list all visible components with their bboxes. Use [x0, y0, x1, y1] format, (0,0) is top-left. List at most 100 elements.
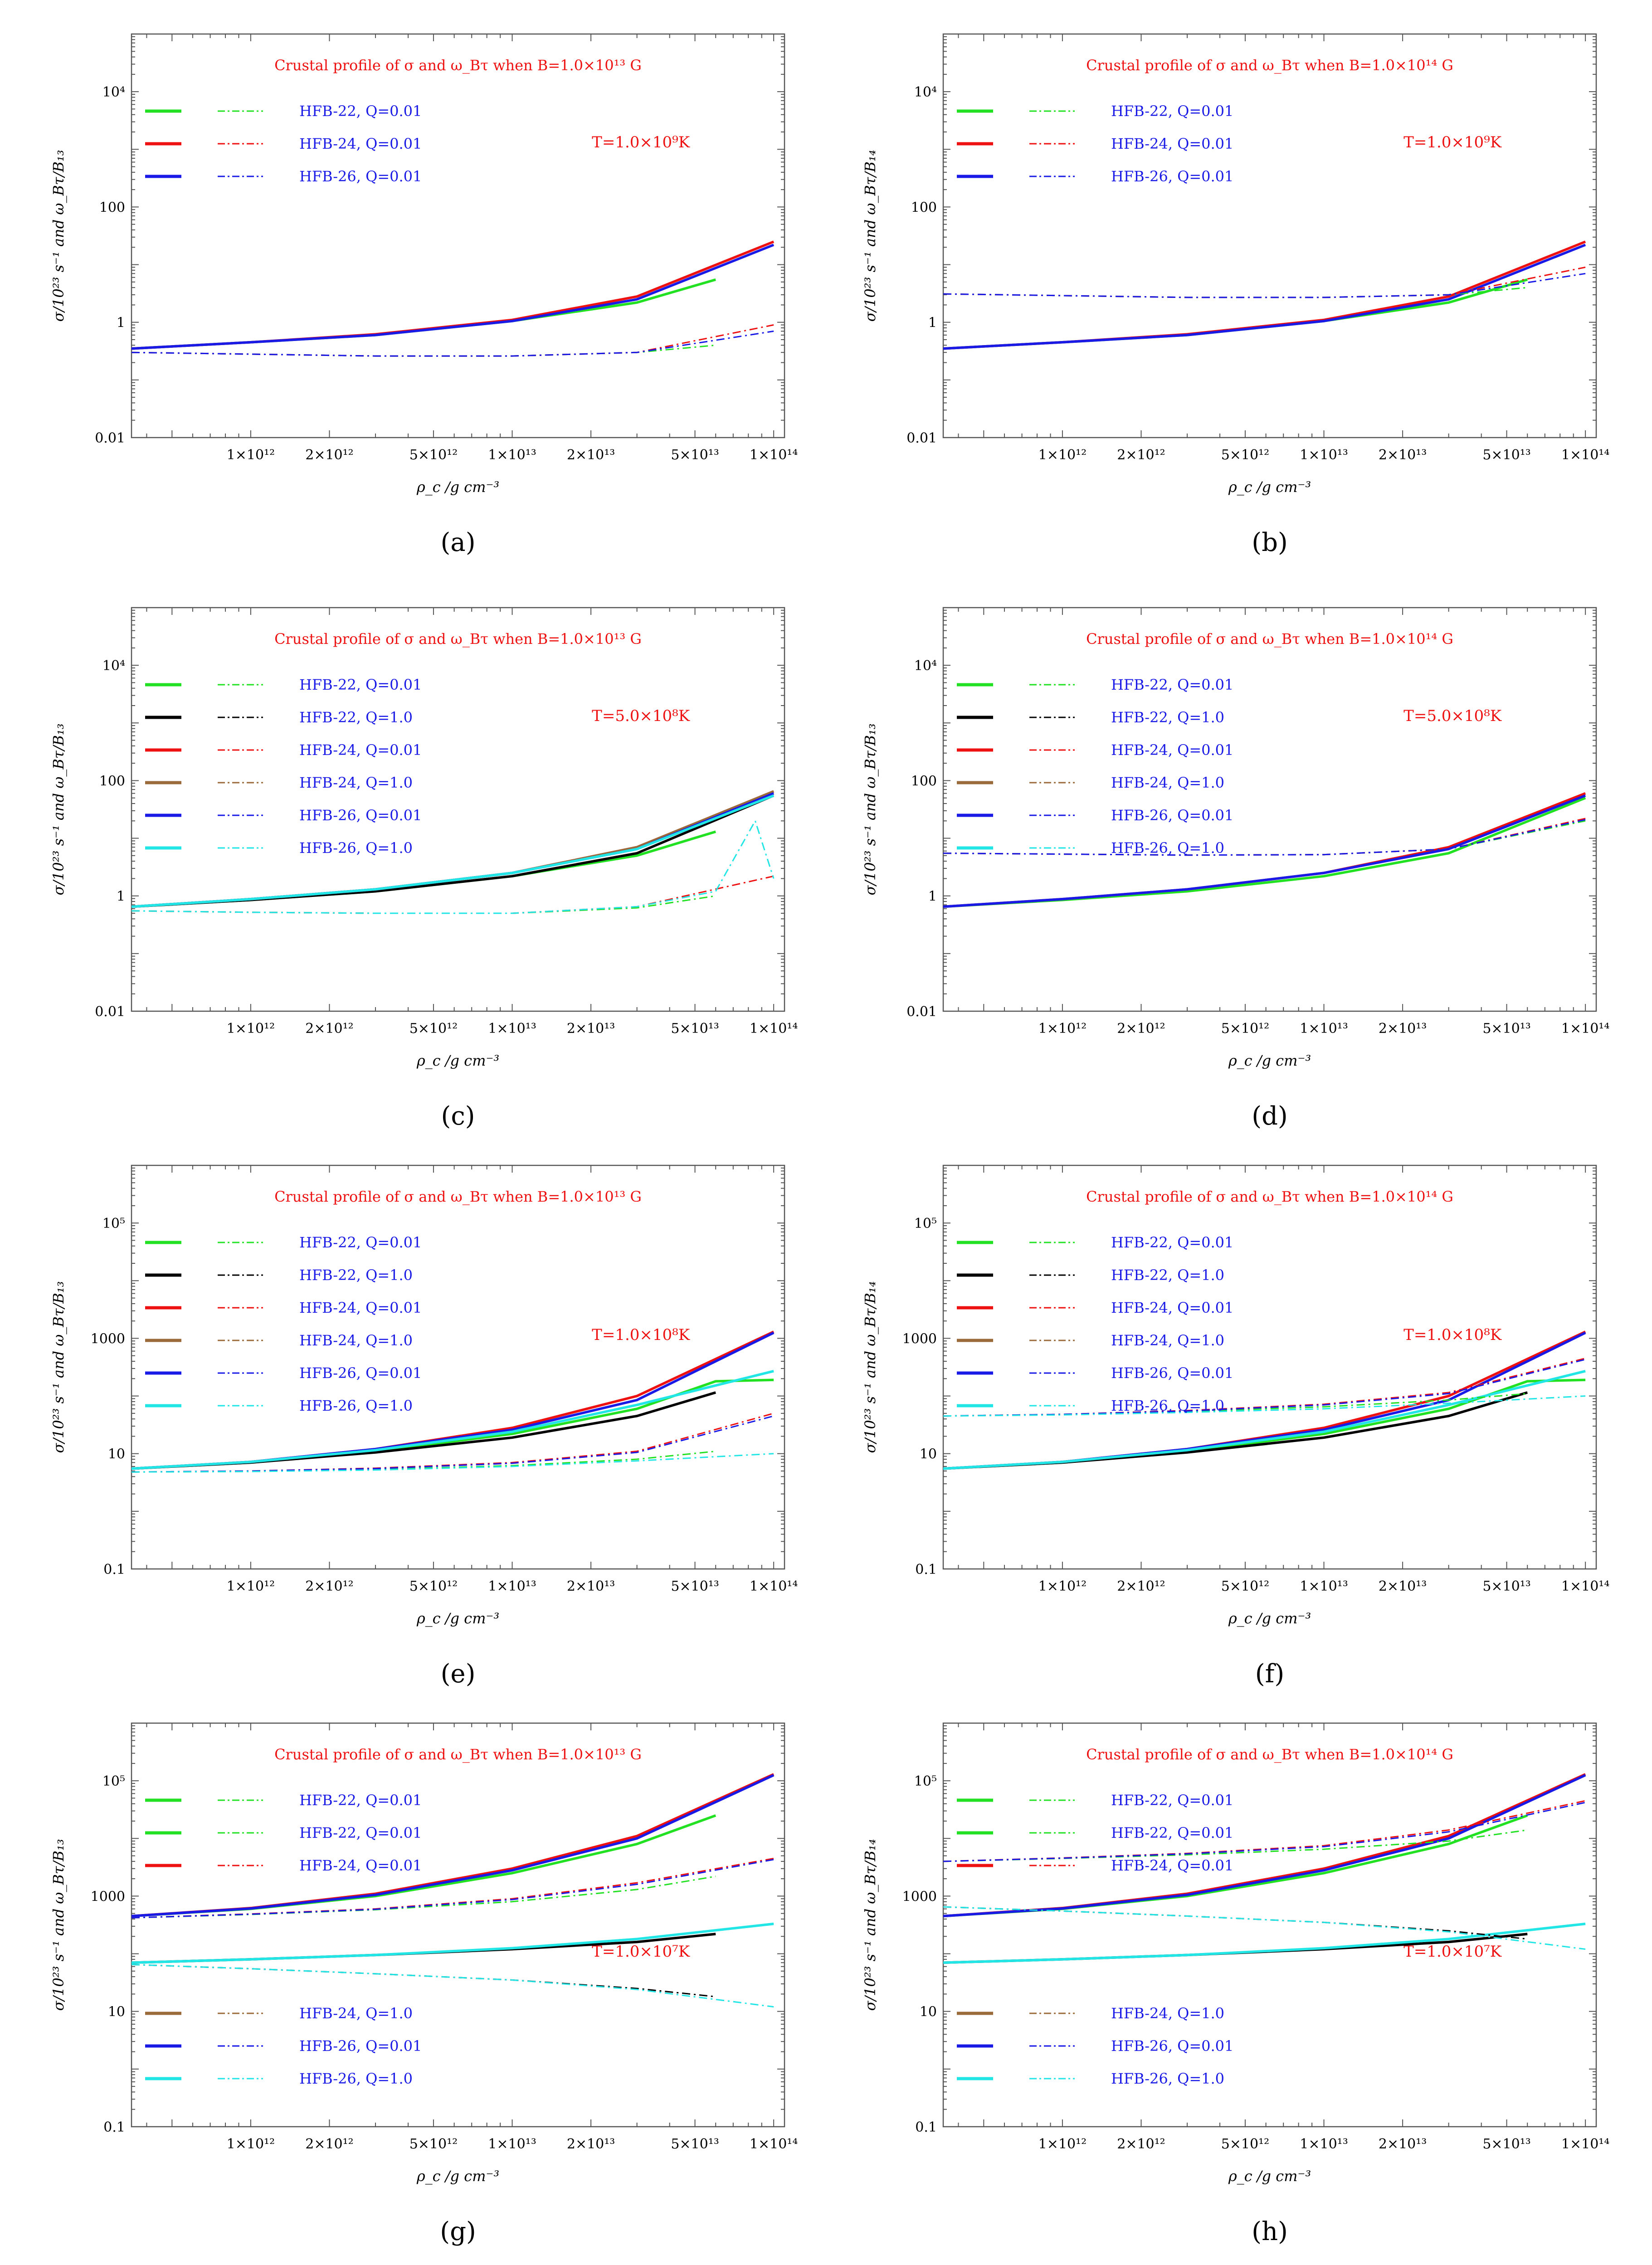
panel-title: Crustal profile of σ and ω_Bτ when B=1.0…: [1086, 630, 1453, 648]
legend-label: HFB-24, Q=0.01: [1111, 741, 1233, 759]
legend-label: HFB-24, Q=0.01: [299, 1857, 422, 1874]
series-line: [132, 1922, 774, 1964]
series-line: [943, 1802, 1586, 1862]
legend-label: HFB-24, Q=1.0: [299, 2005, 413, 2022]
y-tick-label: 1: [928, 315, 937, 331]
series-line: [943, 797, 1586, 908]
legend-label: HFB-22, Q=0.01: [299, 676, 422, 693]
legend-label: HFB-24, Q=0.01: [299, 741, 422, 759]
panel-title: Crustal profile of σ and ω_Bτ when B=1.0…: [274, 57, 642, 74]
x-tick-label: 1×10¹²: [1038, 2136, 1087, 2152]
panel-g: 1×10¹² 2×10¹² 5×10¹² 1×10¹³ 2×10¹³ 5×10¹³ 1×10…: [50, 1722, 798, 2246]
plot-frame: [942, 607, 1597, 1012]
series-line: [943, 1800, 1586, 1862]
x-tick-label: 5×10¹³: [671, 1578, 719, 1594]
panel-title: Crustal profile of σ and ω_Bτ when B=1.0…: [274, 1746, 642, 1763]
panel-label: (f): [1255, 1659, 1284, 1689]
legend-label: HFB-22, Q=0.01: [299, 1234, 422, 1251]
plot-frame: [131, 33, 785, 438]
series-line: [132, 1391, 716, 1470]
y-tick-label: 10⁴: [914, 84, 937, 100]
panel-label: (a): [440, 528, 475, 557]
y-axis-label: σ/10²³ s⁻¹ and ω_Bτ/B₁₃: [862, 723, 879, 895]
panel-title: Crustal profile of σ and ω_Bτ when B=1.0…: [1086, 1188, 1453, 1205]
y-axis-label: σ/10²³ s⁻¹ and ω_Bτ/B₁₃: [50, 1281, 67, 1453]
temperature-label: T=1.0×10⁸K: [1403, 1326, 1502, 1344]
x-tick-label: 2×10¹²: [305, 1578, 353, 1594]
x-tick-label: 2×10¹³: [567, 2136, 615, 2152]
series-line: [943, 1378, 1586, 1470]
plot-frame: [942, 1722, 1597, 2128]
y-tick-label: 10⁵: [914, 1216, 937, 1232]
x-tick-label: 1×10¹²: [227, 1021, 275, 1037]
x-tick-label: 2×10¹³: [567, 1578, 615, 1594]
series-line: [132, 1773, 775, 1918]
temperature-label: T=1.0×10⁹K: [592, 133, 690, 151]
series-line: [943, 1370, 1586, 1470]
temperature-label: T=1.0×10⁷K: [592, 1943, 690, 1961]
y-tick-label: 1000: [91, 1331, 125, 1347]
temperature-label: T=1.0×10⁷K: [1403, 1943, 1502, 1961]
x-tick-label: 2×10¹²: [1117, 1578, 1165, 1594]
legend-label: HFB-26, Q=1.0: [299, 839, 413, 857]
y-tick-label: 10⁵: [102, 1216, 125, 1232]
y-axis-label: σ/10²³ s⁻¹ and ω_Bτ/B₁₃: [50, 723, 67, 895]
x-tick-label: 5×10¹³: [671, 2136, 719, 2152]
legend-label: HFB-24, Q=0.01: [1111, 135, 1233, 152]
y-tick-label: 100: [99, 773, 125, 789]
panel-label: (g): [440, 2217, 476, 2246]
temperature-label: T=1.0×10⁹K: [1403, 133, 1502, 151]
y-tick-label: 1: [117, 889, 125, 905]
x-tick-label: 1×10¹³: [488, 2136, 536, 2152]
legend-label: HFB-22, Q=1.0: [1111, 1266, 1224, 1284]
x-tick-label: 5×10¹²: [409, 2136, 458, 2152]
legend-label: HFB-22, Q=0.01: [299, 1824, 422, 1841]
x-axis-label: ρ_c /g cm⁻³: [416, 1052, 499, 1069]
series-line: [943, 1395, 1586, 1417]
panel-label: (e): [441, 1659, 476, 1689]
series-line: [132, 240, 775, 350]
temperature-label: T=5.0×10⁸K: [592, 707, 690, 725]
x-tick-label: 2×10¹³: [567, 447, 615, 463]
series-line: [132, 830, 716, 908]
series-line: [943, 287, 1528, 298]
y-tick-label: 10: [920, 2004, 937, 2020]
plot-frame: [131, 1722, 785, 2128]
x-tick-label: 5×10¹²: [1221, 1021, 1269, 1037]
series-line: [132, 330, 774, 357]
y-tick-label: 0.1: [915, 1562, 937, 1578]
x-tick-label: 2×10¹³: [1379, 1578, 1427, 1594]
legend-label: HFB-26, Q=1.0: [1111, 839, 1224, 857]
y-tick-label: 10⁴: [102, 658, 125, 674]
y-tick-label: 1000: [902, 1889, 937, 1905]
plot-frame: [131, 1164, 785, 1570]
series-line: [132, 790, 775, 908]
series-line: [943, 278, 1528, 350]
series-line: [132, 1963, 716, 1997]
y-tick-label: 1: [928, 889, 937, 905]
y-tick-label: 0.01: [906, 1004, 937, 1020]
panel-label: (c): [441, 1101, 475, 1131]
legend-label: HFB-22, Q=0.01: [1111, 1234, 1233, 1251]
x-tick-label: 2×10¹²: [1117, 1021, 1165, 1037]
panel-c: 1×10¹² 2×10¹² 5×10¹² 1×10¹³ 2×10¹³ 5×10¹³ 1×10…: [50, 607, 798, 1131]
legend-label: HFB-22, Q=0.01: [1111, 1824, 1233, 1841]
legend-label: HFB-22, Q=1.0: [299, 709, 413, 726]
x-tick-label: 1×10¹³: [488, 447, 536, 463]
x-axis-label: ρ_c /g cm⁻³: [1228, 478, 1311, 496]
x-tick-label: 5×10¹³: [1482, 2136, 1530, 2152]
panel-title: Crustal profile of σ and ω_Bτ when B=1.0…: [1086, 1746, 1453, 1763]
legend-label: HFB-26, Q=0.01: [1111, 168, 1233, 185]
series-line: [943, 794, 1586, 908]
series-line: [943, 240, 1586, 350]
series-line: [132, 344, 716, 357]
y-tick-label: 1000: [902, 1331, 937, 1347]
x-tick-label: 1×10¹²: [227, 447, 275, 463]
series-line: [943, 1359, 1586, 1417]
legend-label: HFB-22, Q=1.0: [299, 1266, 413, 1284]
panel-label: (b): [1252, 528, 1288, 557]
y-axis-label: σ/10²³ s⁻¹ and ω_Bτ/B₁₃: [50, 150, 67, 321]
series-line: [132, 1331, 775, 1470]
x-tick-label: 2×10¹²: [1117, 447, 1165, 463]
plot-frame: [131, 607, 785, 1012]
